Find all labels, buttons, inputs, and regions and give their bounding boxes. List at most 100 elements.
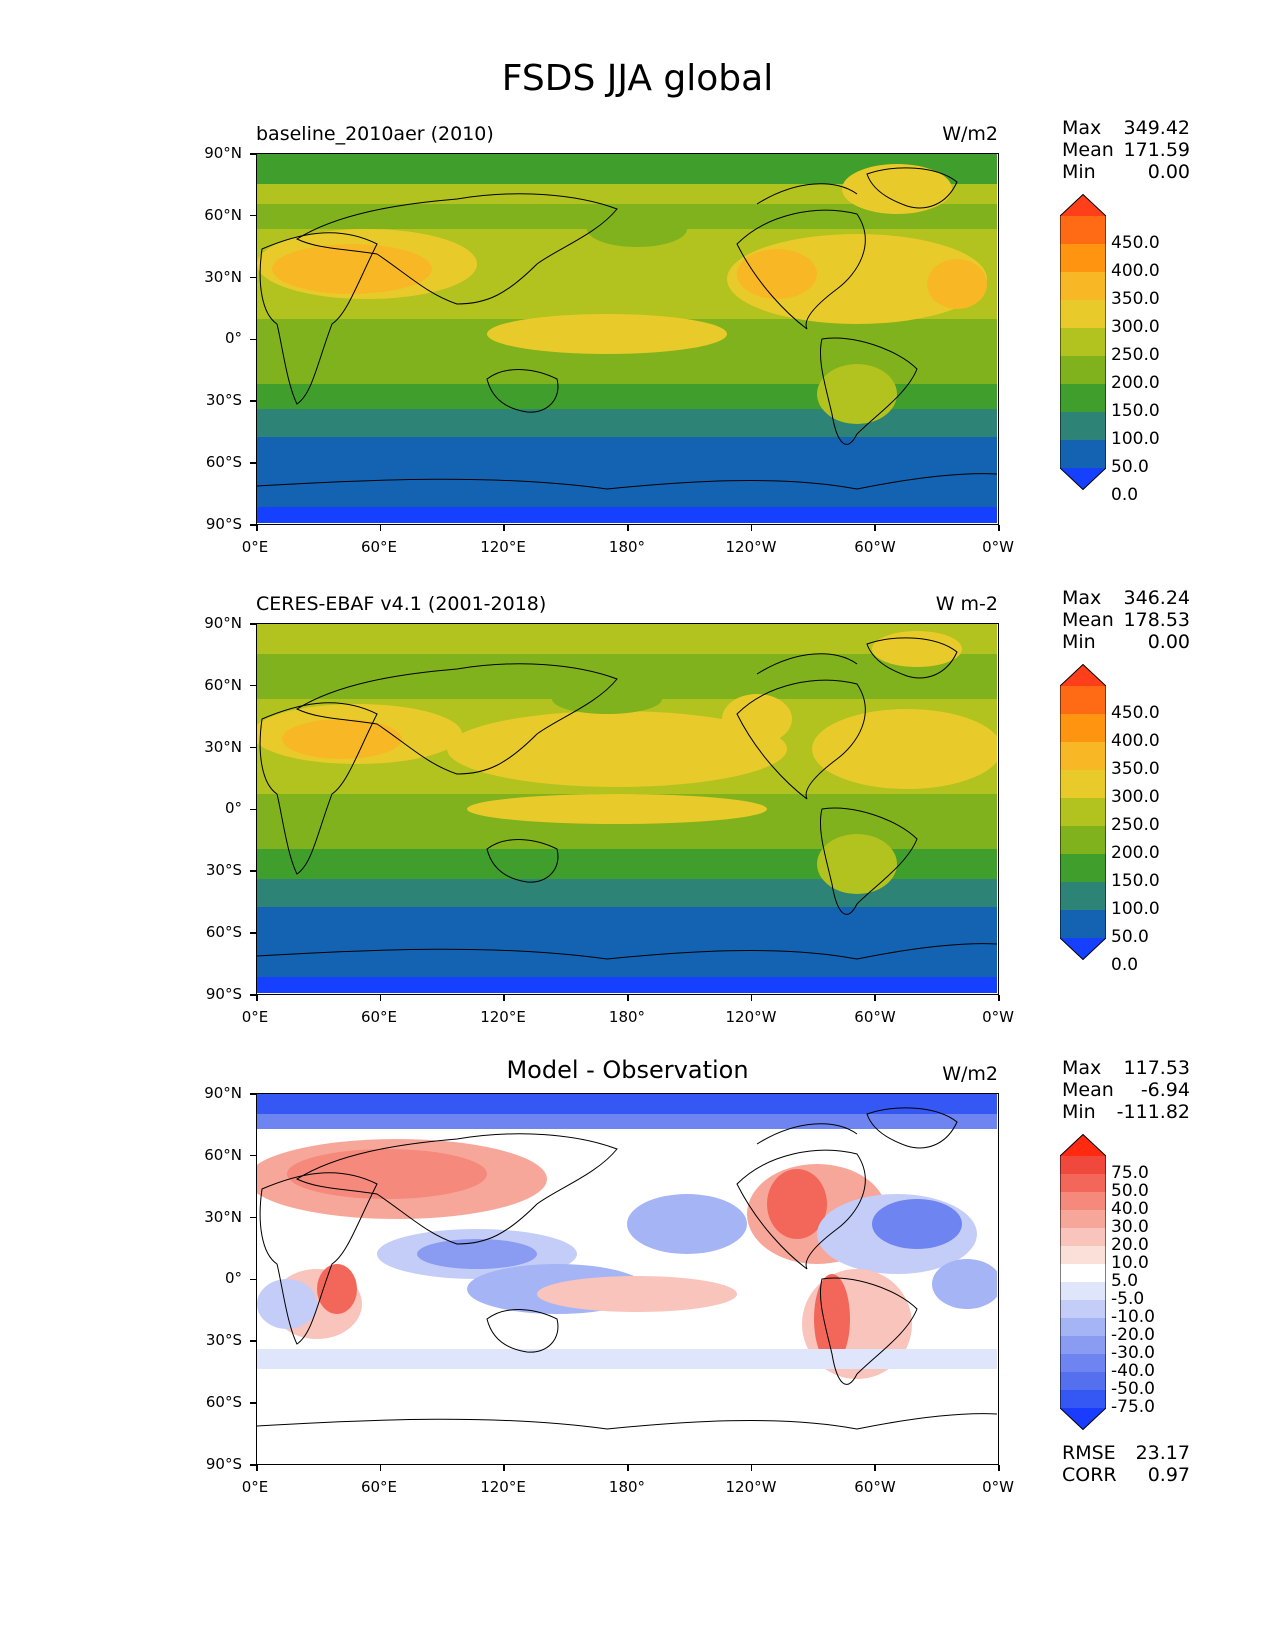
- stats-box: Max 346.24 Mean 178.53 Min 0.00: [1062, 587, 1190, 653]
- lat-tick: [250, 338, 256, 340]
- figure-title: FSDS JJA global: [501, 58, 774, 99]
- colorbar-tick-label: -50.0: [1111, 1379, 1155, 1399]
- stat-label: Mean: [1062, 139, 1114, 161]
- colorbar: [1059, 1133, 1107, 1434]
- colorbar-segment: [1060, 1210, 1106, 1229]
- field-difference: [257, 1094, 997, 1463]
- colorbar-segment: [1060, 742, 1106, 771]
- lat-tick: [250, 1402, 256, 1404]
- colorbar-segment: [1060, 882, 1106, 911]
- colorbar-segment: [1060, 1246, 1106, 1265]
- stats-box: Max 349.42 Mean 171.59 Min 0.00: [1062, 117, 1190, 183]
- stat-label: Max: [1062, 587, 1102, 609]
- lon-tick: [750, 995, 753, 1001]
- stat-label: Max: [1062, 1057, 1102, 1079]
- lon-tick: [503, 1465, 505, 1471]
- lon-label: 0°W: [982, 1478, 1014, 1496]
- colorbar-extend-high: [1060, 194, 1106, 216]
- colorbar-extend-high: [1060, 1134, 1106, 1156]
- rmse-value: 23.17: [1135, 1442, 1190, 1464]
- colorbar-tick-label: 5.0: [1111, 1271, 1139, 1291]
- stat-max: 349.42: [1123, 117, 1190, 139]
- map-model: [256, 153, 999, 525]
- colorbar-tick-label: 40.0: [1111, 1199, 1149, 1219]
- colorbar-tick-label: 10.0: [1111, 1253, 1149, 1273]
- stat-mean: -6.94: [1140, 1079, 1190, 1101]
- lat-tick: [250, 524, 256, 526]
- lon-tick: [750, 525, 753, 531]
- colorbar-segment: [1060, 272, 1106, 301]
- field-observation: [257, 624, 997, 993]
- units-label: W/m2: [942, 1063, 998, 1085]
- lat-label: 90°S: [205, 985, 242, 1003]
- lat-tick: [250, 870, 256, 872]
- colorbar-segment: [1060, 244, 1106, 273]
- lat-label: 30°S: [205, 391, 242, 409]
- colorbar-tick-label: -10.0: [1111, 1307, 1155, 1327]
- colorbar-segment: [1060, 714, 1106, 743]
- stat-max: 117.53: [1123, 1057, 1190, 1079]
- lon-label: 60°E: [360, 1008, 398, 1026]
- units-label: W m-2: [935, 593, 998, 615]
- stat-label: Min: [1062, 631, 1096, 653]
- lat-tick: [250, 1216, 256, 1219]
- stat-label: Min: [1062, 1101, 1096, 1123]
- lat-label: 90°N: [204, 614, 242, 632]
- colorbar-segment: [1060, 440, 1106, 469]
- lon-tick: [503, 525, 505, 531]
- colorbar-tick-label: 250.0: [1111, 815, 1160, 835]
- lon-tick: [256, 525, 258, 531]
- colorbar-tick-label: 300.0: [1111, 317, 1160, 337]
- lat-label: 60°N: [204, 206, 242, 224]
- lon-label: 120°W: [725, 538, 777, 556]
- colorbar-tick-label: 50.0: [1111, 1181, 1149, 1201]
- lat-tick: [250, 746, 256, 749]
- panel-label: baseline_2010aer (2010): [256, 123, 494, 145]
- stat-mean: 171.59: [1123, 139, 1190, 161]
- lon-tick: [750, 1465, 753, 1471]
- colorbar-tick-label: 250.0: [1111, 345, 1160, 365]
- colorbar-tick-label: 450.0: [1111, 233, 1160, 253]
- lon-label: 0°E: [241, 538, 269, 556]
- lon-label: 0°E: [241, 1008, 269, 1026]
- stat-min: 0.00: [1147, 161, 1190, 183]
- colorbar-tick-label: -20.0: [1111, 1325, 1155, 1345]
- lat-label: 60°S: [205, 923, 242, 941]
- colorbar-tick-label: 20.0: [1111, 1235, 1149, 1255]
- lat-tick: [250, 462, 256, 464]
- stat-label: Min: [1062, 161, 1096, 183]
- lon-tick: [627, 525, 629, 531]
- colorbar-segment: [1060, 826, 1106, 855]
- lat-label: 0°: [224, 1269, 242, 1287]
- stat-min: -111.82: [1116, 1101, 1190, 1123]
- lon-label: 180°: [608, 1008, 646, 1026]
- lon-tick: [998, 995, 1000, 1001]
- colorbar-segment: [1060, 356, 1106, 385]
- lat-label: 30°N: [204, 738, 242, 756]
- colorbar-segment: [1060, 384, 1106, 413]
- lon-label: 60°E: [360, 538, 398, 556]
- colorbar: [1059, 193, 1107, 494]
- lat-label: 30°N: [204, 1208, 242, 1226]
- lat-tick: [250, 684, 256, 687]
- colorbar-tick-label: 30.0: [1111, 1217, 1149, 1237]
- panel-label: CERES-EBAF v4.1 (2001-2018): [256, 593, 547, 615]
- lat-tick: [250, 214, 256, 217]
- colorbar-tick-label: 400.0: [1111, 261, 1160, 281]
- lat-tick: [250, 153, 256, 155]
- colorbar-tick-label: -75.0: [1111, 1397, 1155, 1417]
- lat-label: 0°: [224, 799, 242, 817]
- lon-label: 180°: [608, 1478, 646, 1496]
- lon-label: 120°E: [480, 1008, 526, 1026]
- colorbar-segment: [1060, 1318, 1106, 1337]
- colorbar-extend-low: [1060, 1408, 1106, 1430]
- colorbar-tick-label: 150.0: [1111, 871, 1160, 891]
- map-difference: [256, 1093, 999, 1465]
- colorbar-segment: [1060, 1372, 1106, 1391]
- lat-label: 90°N: [204, 144, 242, 162]
- lat-tick: [250, 276, 256, 279]
- colorbar-extend-low: [1060, 468, 1106, 490]
- colorbar-tick-label: 50.0: [1111, 927, 1149, 947]
- lon-label: 60°E: [360, 1478, 398, 1496]
- lon-label: 0°E: [241, 1478, 269, 1496]
